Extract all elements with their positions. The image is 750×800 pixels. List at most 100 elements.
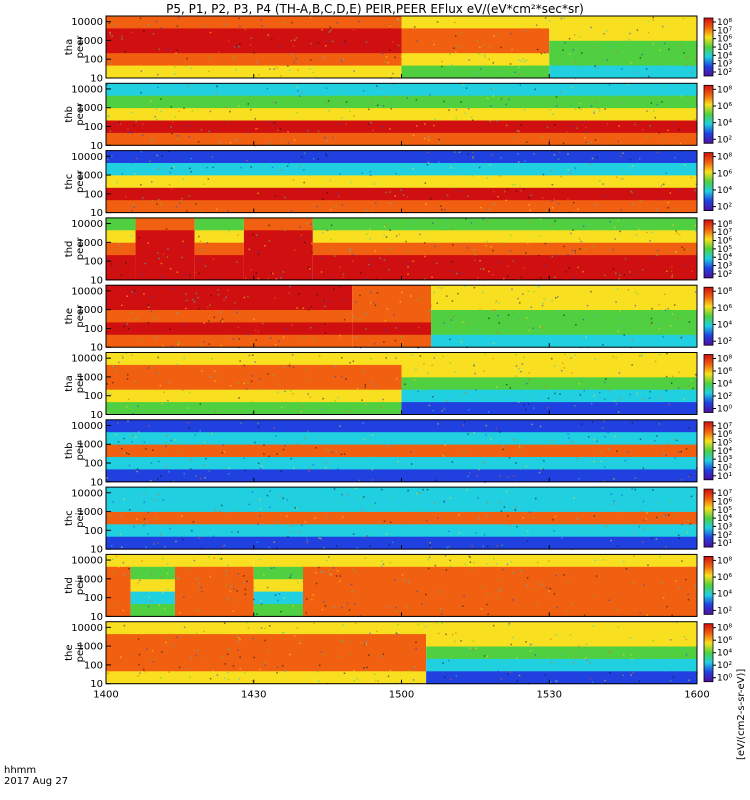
noise-dot [363, 667, 365, 669]
colorbar-tick-label: 10⁷ [717, 422, 732, 432]
noise-dot [200, 129, 203, 131]
noise-dot [351, 71, 354, 73]
noise-dot [571, 372, 573, 374]
noise-dot [496, 331, 499, 334]
noise-dot [145, 448, 147, 450]
noise-dot [349, 653, 351, 655]
noise-dot [636, 293, 639, 295]
noise-dot [368, 210, 370, 212]
noise-dot [127, 131, 129, 134]
noise-dot [552, 223, 554, 226]
y-tick-label: 100 [84, 526, 103, 537]
noise-dot [110, 405, 112, 407]
noise-dot [485, 514, 488, 517]
noise-dot [476, 40, 478, 42]
noise-dot [366, 640, 368, 643]
noise-dot [209, 31, 212, 34]
noise-dot [678, 371, 680, 374]
noise-dot [608, 448, 610, 450]
noise-dot [683, 398, 685, 400]
noise-dot [541, 136, 544, 138]
noise-dot [310, 326, 312, 329]
noise-dot [283, 366, 285, 368]
noise-dot [686, 64, 688, 67]
noise-dot [321, 570, 324, 573]
noise-dot [182, 497, 184, 500]
noise-dot [442, 662, 444, 664]
noise-dot [511, 48, 513, 51]
noise-dot [190, 67, 192, 69]
noise-dot [142, 668, 145, 671]
noise-dot [201, 249, 204, 251]
noise-dot [128, 453, 130, 455]
noise-dot [161, 224, 163, 226]
noise-dot [681, 523, 683, 526]
noise-dot [383, 341, 385, 343]
noise-dot [380, 488, 383, 491]
noise-dot [518, 374, 521, 376]
noise-dot [495, 427, 498, 430]
noise-dot [483, 623, 486, 625]
noise-dot [365, 183, 368, 185]
noise-dot [686, 531, 689, 534]
noise-dot [517, 245, 519, 248]
noise-dot [615, 301, 617, 303]
noise-dot [341, 203, 344, 206]
noise-dot [343, 453, 346, 455]
noise-dot [594, 315, 597, 318]
noise-dot [134, 172, 136, 175]
noise-dot [498, 589, 500, 592]
noise-dot [276, 521, 278, 523]
noise-dot [186, 210, 188, 213]
noise-dot [374, 183, 376, 185]
noise-dot [369, 632, 371, 634]
noise-dot [528, 378, 530, 380]
noise-dot [238, 637, 240, 639]
noise-dot [350, 138, 352, 141]
noise-dot [337, 655, 340, 658]
noise-dot [160, 262, 163, 265]
noise-dot [266, 494, 269, 497]
noise-dot [512, 572, 514, 574]
noise-dot [207, 306, 209, 309]
noise-dot [160, 276, 162, 278]
noise-dot [617, 608, 619, 611]
noise-dot [138, 663, 140, 666]
noise-dot [330, 224, 333, 227]
noise-dot [595, 46, 597, 49]
noise-dot [578, 478, 580, 480]
noise-dot [424, 278, 426, 280]
noise-dot [637, 21, 640, 23]
noise-dot [671, 274, 674, 276]
noise-dot [678, 537, 681, 539]
noise-dot [591, 157, 594, 160]
noise-dot [225, 518, 228, 521]
noise-dot [473, 286, 476, 289]
noise-dot [227, 40, 230, 42]
noise-dot [683, 52, 685, 54]
noise-dot [620, 209, 623, 211]
noise-dot [617, 626, 620, 628]
noise-dot [418, 678, 420, 680]
noise-dot [677, 387, 680, 389]
y-label-species: peir [75, 642, 86, 662]
noise-dot [444, 209, 446, 211]
noise-dot [554, 515, 557, 518]
y-tick-label: 100 [84, 324, 103, 335]
noise-dot [649, 124, 651, 127]
noise-dot [132, 204, 135, 206]
noise-dot [675, 46, 677, 48]
noise-dot [465, 87, 468, 89]
noise-dot [244, 588, 247, 591]
noise-dot [146, 521, 148, 523]
noise-dot [399, 301, 401, 303]
noise-dot [118, 566, 120, 568]
noise-dot [578, 106, 580, 109]
noise-dot [309, 59, 312, 61]
noise-dot [631, 338, 634, 341]
noise-dot [471, 477, 473, 480]
noise-dot [602, 559, 604, 561]
noise-dot [406, 196, 409, 198]
